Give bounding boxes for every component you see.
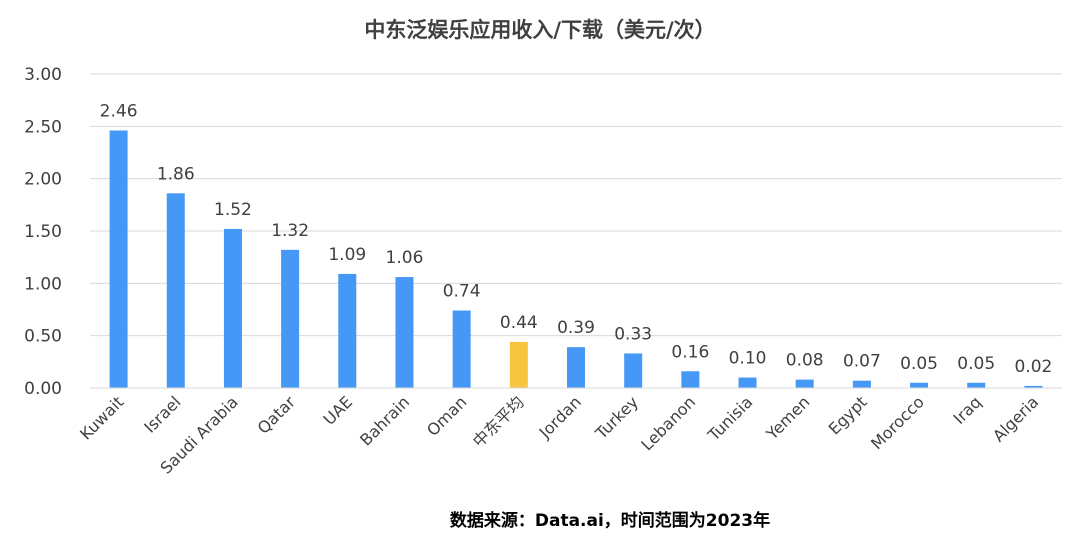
y-tick-label: 3.00 (24, 65, 62, 85)
bar (795, 379, 814, 388)
x-tick-label: Israel (140, 392, 184, 436)
x-tick-label: Lebanon (637, 392, 699, 454)
x-tick-label: Yemen (762, 392, 814, 444)
bar (395, 277, 414, 388)
x-tick-label: UAE (320, 392, 357, 429)
data-label: 1.06 (386, 248, 424, 268)
y-tick-label: 0.00 (24, 379, 62, 399)
source-note: 数据来源：Data.ai，时间范围为2023年 (449, 511, 771, 531)
x-tick-label: Egypt (825, 392, 871, 438)
x-tick-label: Turkey (591, 392, 642, 443)
bar (1024, 385, 1043, 388)
bar (967, 382, 986, 388)
bar (223, 228, 242, 388)
chart-title: 中东泛娱乐应用收入/下载（美元/次） (364, 18, 716, 42)
data-label: 1.09 (328, 245, 366, 265)
bar (852, 380, 871, 388)
bar (452, 310, 471, 388)
data-label: 0.07 (843, 352, 881, 372)
data-label: 0.44 (500, 313, 538, 333)
bar (338, 273, 357, 388)
x-tick-label: Jordan (535, 392, 585, 442)
y-tick-label: 1.50 (24, 222, 62, 242)
x-tick-label: Bahrain (356, 392, 413, 449)
x-tick-label: Iraq (950, 392, 986, 428)
y-tick-label: 2.50 (24, 117, 62, 137)
y-tick-label: 2.00 (24, 170, 62, 190)
y-tick-label: 0.50 (24, 327, 62, 347)
y-tick-label: 1.00 (24, 274, 62, 294)
x-tick-label: Morocco (867, 392, 928, 453)
data-label: 0.74 (443, 282, 481, 302)
data-label: 2.46 (100, 102, 138, 122)
data-label: 0.05 (957, 354, 995, 374)
x-tick-label: Kuwait (76, 392, 127, 443)
data-label: 1.86 (157, 164, 195, 184)
bar (166, 193, 185, 388)
x-tick-label: Tunisia (704, 392, 757, 445)
data-label: 0.02 (1014, 357, 1052, 377)
bar (738, 377, 757, 388)
data-label: 0.16 (671, 342, 709, 362)
x-tick-label: Qatar (254, 392, 300, 438)
bar (681, 371, 700, 388)
data-label: 0.39 (557, 318, 595, 338)
data-label: 1.52 (214, 200, 252, 220)
data-label: 0.10 (729, 349, 767, 369)
bar (509, 341, 528, 388)
bar (281, 249, 300, 388)
data-label: 0.33 (614, 324, 652, 344)
bar (624, 353, 643, 388)
x-tick-label: Oman (423, 392, 470, 439)
bar (567, 347, 585, 388)
x-tick-label: 中东平均 (469, 392, 528, 451)
x-tick-label: Algeria (989, 392, 1042, 445)
data-label: 0.08 (786, 351, 824, 371)
data-label: 1.32 (271, 221, 309, 241)
data-label: 0.05 (900, 354, 938, 374)
bar (910, 382, 929, 388)
bar (109, 130, 128, 388)
